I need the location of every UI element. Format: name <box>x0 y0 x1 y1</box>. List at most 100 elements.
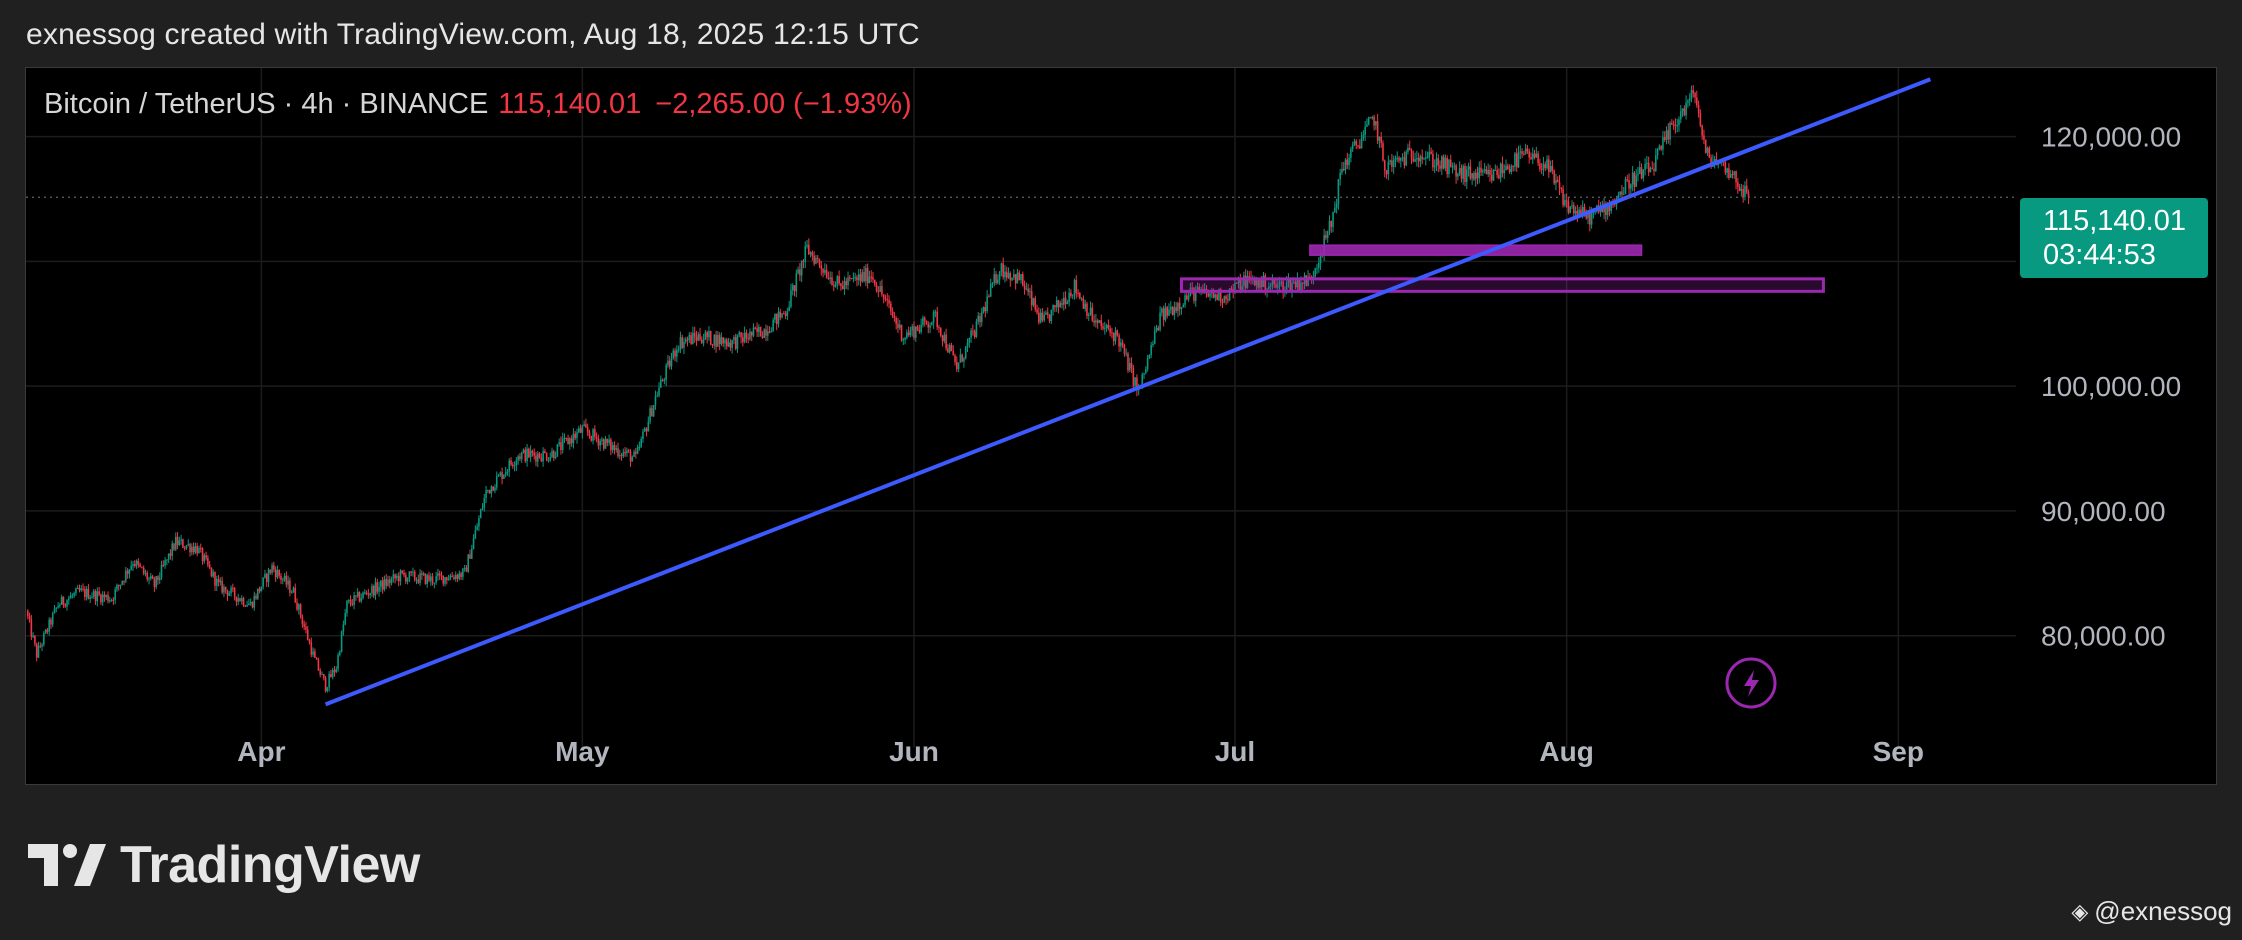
candle-body <box>1289 279 1292 292</box>
candle-body <box>1546 159 1548 169</box>
candle-body <box>1544 164 1547 169</box>
candle-body <box>1683 108 1686 116</box>
candle-body <box>1120 342 1122 347</box>
candle-body <box>693 332 696 337</box>
candlestick-chart[interactable]: 80,000.0090,000.00100,000.00110,000.0012… <box>26 68 2216 784</box>
candle-body <box>774 313 776 320</box>
candle-body <box>854 277 856 279</box>
lightning-icon[interactable] <box>1725 657 1777 709</box>
candle-body <box>898 324 901 328</box>
candle-body <box>1278 282 1281 286</box>
candle-body <box>658 387 660 396</box>
candle-body <box>137 560 140 565</box>
candle-body <box>916 326 919 330</box>
candle-body <box>583 424 585 427</box>
candle-body <box>1317 263 1320 268</box>
candle-body <box>46 629 49 632</box>
candle-body <box>1244 275 1247 288</box>
candle-body <box>1731 174 1734 176</box>
candle-body <box>289 580 291 593</box>
candle-body <box>1567 201 1570 213</box>
candle-body <box>1471 173 1473 179</box>
candle-body <box>1421 156 1424 160</box>
candle-body <box>1355 141 1358 146</box>
candle-body <box>1692 90 1695 94</box>
candle-body <box>1617 195 1620 200</box>
candle-body <box>162 564 165 566</box>
candle-body <box>1453 165 1456 167</box>
candle-body <box>900 324 903 341</box>
candle-body <box>1517 152 1520 168</box>
candle-body <box>668 360 671 367</box>
candle-body <box>1342 168 1345 171</box>
candle-body <box>380 580 382 587</box>
candle-body <box>964 346 967 359</box>
candle-body <box>1227 299 1229 301</box>
candle-body <box>322 673 325 678</box>
candle-body <box>918 329 921 333</box>
candle-body <box>265 574 268 582</box>
candle-body <box>1448 159 1450 175</box>
candle-body <box>554 456 557 459</box>
candle-body <box>1403 157 1406 166</box>
candle-body <box>747 338 749 340</box>
candle-body <box>1335 203 1338 208</box>
candle-body <box>1565 200 1568 202</box>
candle-body <box>506 471 509 473</box>
candle-body <box>1223 296 1226 303</box>
candle-body <box>1073 280 1076 296</box>
tradingview-logo[interactable]: TradingView <box>28 835 420 895</box>
candle-body <box>923 317 926 322</box>
candle-body <box>1152 343 1154 346</box>
candle-body <box>1483 169 1486 171</box>
candle-body <box>800 260 803 276</box>
candle-body <box>1572 205 1575 214</box>
candle-body <box>417 579 420 583</box>
candle-body <box>476 526 478 531</box>
symbol-name[interactable]: Bitcoin / TetherUS · 4h · BINANCE <box>44 88 489 120</box>
candle-body <box>1016 272 1019 284</box>
candle-body <box>672 350 675 359</box>
candle-body <box>292 587 295 593</box>
candle-body <box>1662 137 1664 150</box>
candle-body <box>326 687 329 692</box>
candle-body <box>1023 285 1026 290</box>
tv-logo-text: TradingView <box>120 836 420 894</box>
candle-body <box>387 579 389 586</box>
candle-body <box>622 451 625 457</box>
candle-body <box>1371 116 1374 119</box>
candle-body <box>321 673 323 675</box>
candle-body <box>759 326 762 337</box>
candle-body <box>1548 159 1550 173</box>
candle-body <box>563 437 566 439</box>
candle-body <box>601 439 603 442</box>
candle-body <box>1291 282 1293 292</box>
candle-body <box>34 635 36 644</box>
candle-body <box>743 332 746 343</box>
candle-body <box>686 339 689 341</box>
candle-body <box>1228 288 1231 301</box>
candle-body <box>438 573 441 576</box>
candle-body <box>538 453 541 458</box>
candle-body <box>278 570 281 576</box>
candle-body <box>413 571 416 580</box>
candle-body <box>1435 158 1438 166</box>
candle-body <box>1157 327 1160 330</box>
chart-panel[interactable]: 80,000.0090,000.00100,000.00110,000.0012… <box>25 67 2217 785</box>
candle-body <box>545 453 548 461</box>
candle-body <box>980 311 983 323</box>
candle-body <box>73 593 75 596</box>
candle-body <box>553 451 555 459</box>
author-handle[interactable]: @exnessog <box>2094 896 2232 926</box>
candle-body <box>224 586 227 591</box>
candle-body <box>1276 285 1279 288</box>
candle-body <box>533 452 535 456</box>
candle-body <box>863 272 865 282</box>
candle-body <box>1485 169 1488 175</box>
candle-body <box>840 283 842 286</box>
exchange-diamond-icon: ◈ <box>2071 898 2089 924</box>
candle-body <box>312 651 314 655</box>
candle-body <box>1487 169 1489 175</box>
candle-body <box>328 673 330 688</box>
candle-body <box>1656 148 1659 156</box>
